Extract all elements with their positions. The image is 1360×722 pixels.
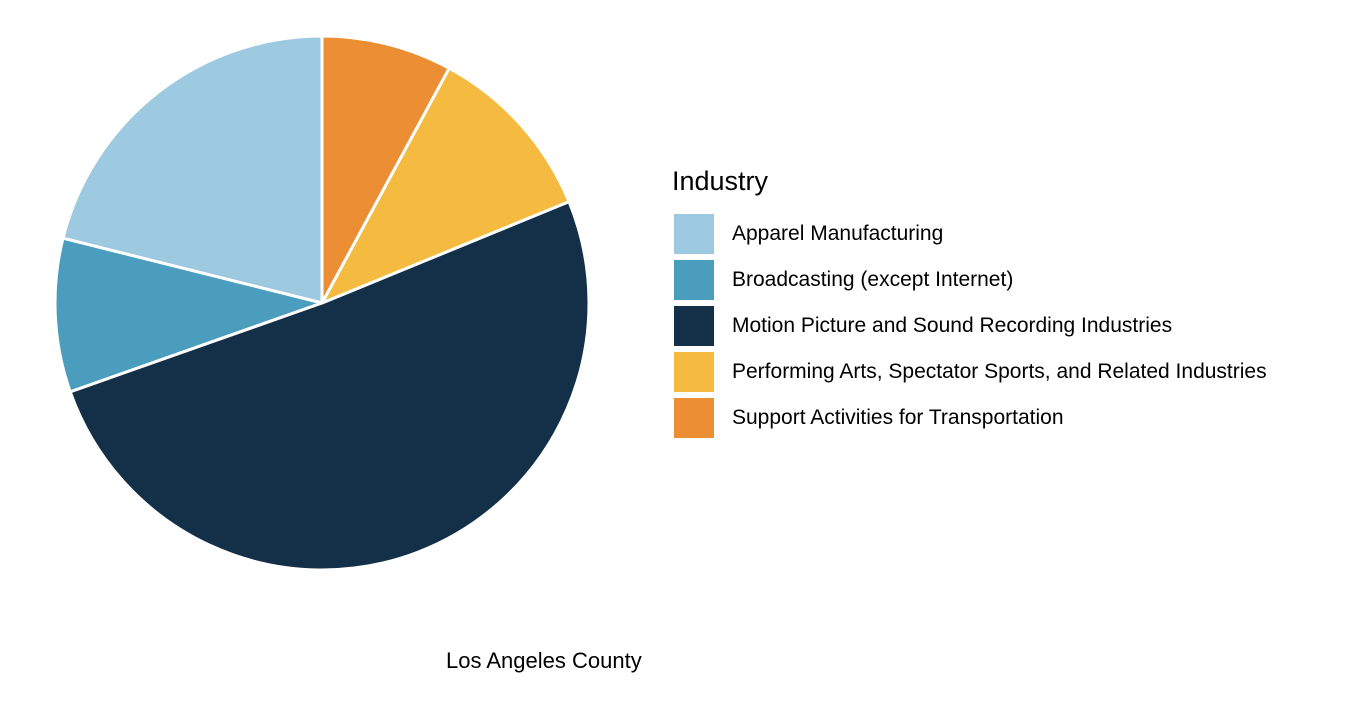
legend-title: Industry <box>672 166 769 196</box>
pie-slice-0 <box>61 34 324 305</box>
legend-swatch-0 <box>674 214 714 254</box>
pie-slice-3 <box>320 66 571 305</box>
pie-slice-2 <box>68 200 591 572</box>
legend-item-2: Motion Picture and Sound Recording Indus… <box>672 303 1267 349</box>
pie-slice-1 <box>53 236 324 394</box>
chart-caption: Los Angeles County <box>446 648 642 673</box>
legend-label-2: Motion Picture and Sound Recording Indus… <box>732 314 1173 337</box>
legend: Industry Apparel Manufacturing Broadcasti… <box>672 166 1267 441</box>
legend-label-4: Support Activities for Transportation <box>732 406 1064 429</box>
legend-items: Apparel Manufacturing Broadcasting (excep… <box>672 211 1267 441</box>
legend-label-1: Broadcasting (except Internet) <box>732 268 1014 291</box>
legend-label-3: Performing Arts, Spectator Sports, and R… <box>732 360 1267 383</box>
legend-swatch-2 <box>674 306 714 346</box>
legend-item-1: Broadcasting (except Internet) <box>672 257 1267 303</box>
legend-label-0: Apparel Manufacturing <box>732 222 944 245</box>
legend-item-4: Support Activities for Transportation <box>672 395 1267 441</box>
legend-swatch-1 <box>674 260 714 300</box>
pie-chart <box>53 34 591 572</box>
legend-item-0: Apparel Manufacturing <box>672 211 1267 257</box>
legend-swatch-3 <box>674 352 714 392</box>
legend-swatch-4 <box>674 398 714 438</box>
legend-item-3: Performing Arts, Spectator Sports, and R… <box>672 349 1267 395</box>
pie-slice-4 <box>320 34 451 305</box>
